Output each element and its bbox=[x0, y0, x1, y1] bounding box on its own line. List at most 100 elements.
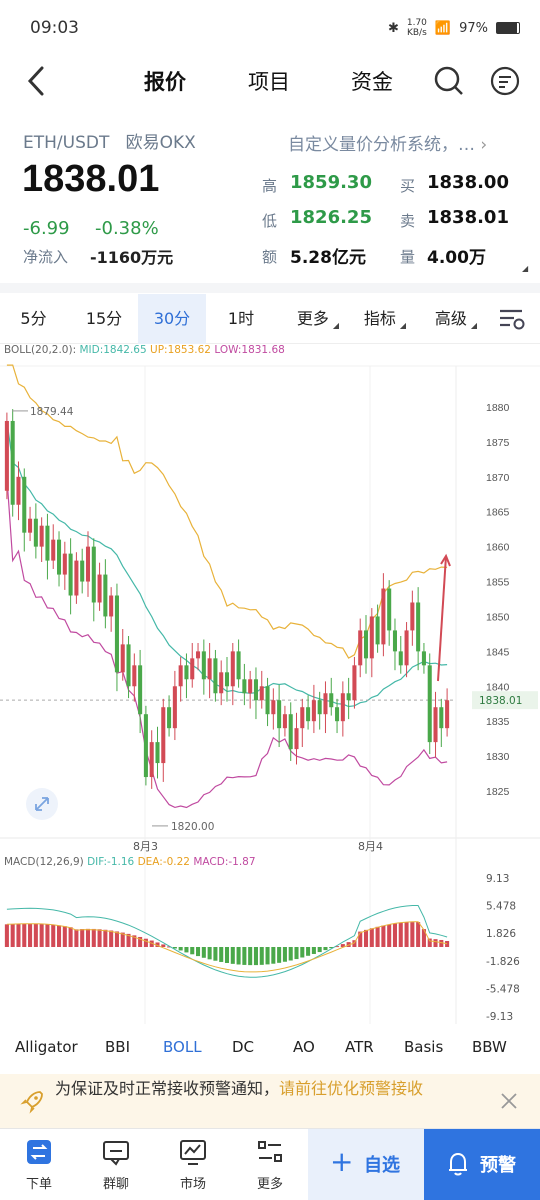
period-5m[interactable]: 5分 bbox=[20, 309, 47, 328]
price-tick-label: 1835 bbox=[486, 716, 510, 728]
plus-icon: + bbox=[330, 1145, 354, 1178]
indicator-menu[interactable]: 指标 ◢ bbox=[363, 309, 407, 330]
expand-corner-icon[interactable]: ◢ bbox=[522, 264, 529, 273]
candle bbox=[433, 707, 438, 743]
candle bbox=[184, 665, 189, 680]
price-change: -6.99 bbox=[23, 218, 70, 239]
macd-bar bbox=[387, 924, 392, 947]
alert-label: 预警 bbox=[480, 1155, 516, 1176]
candle bbox=[109, 595, 114, 617]
ind-alligator[interactable]: Alligator bbox=[15, 1038, 78, 1056]
custom-analysis-link[interactable]: 自定义量价分析系统，… › bbox=[288, 135, 488, 155]
last-price: 1838.01 bbox=[22, 158, 160, 200]
candle bbox=[103, 574, 108, 617]
candle bbox=[132, 665, 137, 687]
period-more[interactable]: 更多 ◢ bbox=[296, 309, 340, 330]
macd-bar bbox=[10, 924, 15, 947]
candle bbox=[10, 420, 15, 505]
current-price-tag: 1838.01 bbox=[479, 695, 522, 707]
ind-bbw[interactable]: BBW bbox=[472, 1038, 507, 1056]
tab-project[interactable]: 项目 bbox=[248, 70, 290, 94]
add-favorite-button[interactable]: + 自选 bbox=[308, 1129, 424, 1200]
macd-bar bbox=[236, 947, 241, 965]
ind-atr[interactable]: ATR bbox=[345, 1038, 374, 1056]
macd-bar bbox=[190, 947, 195, 955]
tab-funds[interactable]: 资金 bbox=[351, 70, 393, 94]
macd-bar bbox=[138, 936, 143, 947]
candle bbox=[190, 658, 195, 680]
battery-level: 97% bbox=[459, 20, 488, 36]
candle bbox=[91, 546, 96, 603]
ind-ao[interactable]: AO bbox=[293, 1038, 315, 1056]
price-tick-label: 1875 bbox=[486, 437, 510, 449]
high-label: 高 bbox=[262, 177, 278, 195]
more-button[interactable]: 更多 bbox=[231, 1129, 309, 1200]
period-15m[interactable]: 15分 bbox=[85, 309, 123, 328]
fullscreen-icon[interactable] bbox=[26, 788, 58, 820]
candle bbox=[340, 693, 345, 722]
candle bbox=[161, 707, 166, 764]
market-icon bbox=[180, 1140, 206, 1165]
macd-bar bbox=[120, 932, 125, 947]
price-tick-label: 1850 bbox=[486, 611, 510, 623]
macd-bar bbox=[80, 929, 85, 947]
price-tick-label: 1840 bbox=[486, 681, 510, 693]
candle bbox=[381, 588, 386, 645]
macd-bar bbox=[265, 947, 270, 965]
macd-dea-line bbox=[6, 921, 448, 973]
net-inflow-value: -1160万元 bbox=[90, 248, 174, 267]
candle bbox=[85, 546, 91, 582]
candle bbox=[392, 630, 398, 652]
candle bbox=[317, 700, 322, 715]
macd-bar bbox=[97, 929, 102, 947]
order-button[interactable]: 下单 bbox=[0, 1129, 78, 1200]
macd-bar bbox=[126, 933, 131, 947]
candle bbox=[335, 707, 340, 722]
candle bbox=[352, 665, 357, 701]
macd-tick-label: 5.478 bbox=[486, 901, 516, 913]
period-30m[interactable]: 30分 bbox=[138, 294, 206, 344]
tab-quote[interactable]: 报价 bbox=[144, 69, 186, 94]
divider bbox=[0, 283, 540, 293]
candle bbox=[120, 644, 125, 673]
macd-bar bbox=[103, 929, 108, 947]
macd-bar bbox=[56, 925, 62, 947]
chat-icon bbox=[103, 1141, 129, 1166]
macd-bar bbox=[300, 947, 305, 958]
ind-dc[interactable]: DC bbox=[232, 1038, 255, 1056]
market-button[interactable]: 市场 bbox=[154, 1129, 232, 1200]
ind-bbi[interactable]: BBI bbox=[105, 1038, 131, 1056]
high-value: 1859.30 bbox=[290, 172, 372, 193]
chart-settings-icon[interactable] bbox=[498, 307, 526, 331]
close-icon[interactable] bbox=[499, 1091, 519, 1111]
search-icon[interactable] bbox=[432, 64, 466, 98]
battery-icon bbox=[496, 22, 520, 34]
bluetooth-icon: ✱ bbox=[387, 20, 399, 36]
candle bbox=[300, 707, 305, 729]
candle bbox=[155, 742, 160, 764]
boll-lower-line bbox=[6, 476, 448, 809]
ind-boll[interactable]: BOLL bbox=[163, 1038, 202, 1056]
macd-tick-label: -1.826 bbox=[486, 956, 520, 968]
candle bbox=[167, 707, 172, 729]
amount-label: 额 bbox=[262, 248, 278, 266]
candle bbox=[56, 539, 62, 575]
macd-bar bbox=[201, 947, 206, 958]
ind-basis[interactable]: Basis bbox=[404, 1038, 444, 1056]
candle bbox=[97, 574, 102, 603]
macd-bar bbox=[248, 947, 253, 966]
trend-arrow-head bbox=[440, 553, 451, 567]
back-icon[interactable] bbox=[22, 64, 52, 98]
menu-icon[interactable] bbox=[488, 64, 522, 98]
notice-link[interactable]: 请前往优化预警接收 bbox=[279, 1079, 424, 1098]
price-alert-button[interactable]: 预警 bbox=[424, 1129, 540, 1200]
macd-bar bbox=[224, 947, 230, 964]
advanced-menu[interactable]: 高级 ◢ bbox=[434, 309, 478, 330]
price-tick-label: 1855 bbox=[486, 577, 510, 589]
group-chat-button[interactable]: 群聊 bbox=[77, 1129, 155, 1200]
macd-bar bbox=[149, 940, 154, 947]
period-1h[interactable]: 1时 bbox=[227, 309, 255, 328]
candle bbox=[421, 651, 426, 666]
signal-icon: 📶 bbox=[434, 20, 452, 36]
kline-chart[interactable]: 1880 1875 1870 1865 1860 1855 1850 1845 1840 1835… bbox=[0, 344, 540, 1029]
